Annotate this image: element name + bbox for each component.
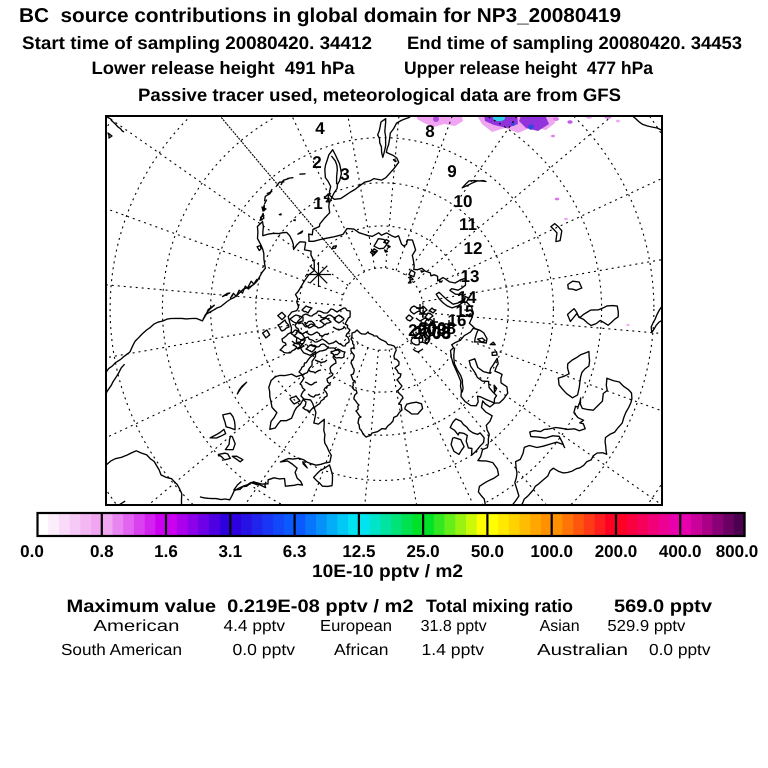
svg-text:American: American	[93, 618, 179, 635]
svg-text:4: 4	[315, 119, 325, 138]
svg-text:2: 2	[312, 153, 321, 172]
svg-text:0.0: 0.0	[20, 542, 44, 561]
svg-text:15: 15	[456, 302, 475, 321]
svg-text:Total mixing ratio: Total mixing ratio	[426, 596, 573, 616]
svg-text:50.0: 50.0	[471, 542, 504, 561]
svg-text:8: 8	[425, 122, 434, 141]
svg-text:569.0 pptv: 569.0 pptv	[614, 596, 712, 616]
svg-text:13: 13	[461, 267, 480, 286]
svg-text:2008: 2008	[413, 324, 451, 343]
svg-text:Asian: Asian	[540, 618, 580, 635]
svg-text:11: 11	[459, 215, 477, 234]
svg-text:25.0: 25.0	[407, 542, 440, 561]
svg-text:0.8: 0.8	[90, 542, 114, 561]
svg-text:08: 08	[418, 334, 430, 346]
svg-text:0.0 pptv: 0.0 pptv	[649, 642, 711, 659]
svg-text:14: 14	[458, 288, 477, 307]
svg-text:Maximum value 0.219E-08 pptv: Maximum value 0.219E-08 pptv / m2	[67, 596, 414, 616]
svg-text:10E-10 pptv / m2: 10E-10 pptv / m2	[312, 561, 463, 581]
svg-text:31.8 pptv: 31.8 pptv	[421, 618, 487, 635]
svg-text:12: 12	[464, 239, 483, 258]
svg-text:African: African	[334, 642, 389, 659]
svg-text:200.0: 200.0	[595, 542, 638, 561]
svg-text:3.1: 3.1	[218, 542, 242, 561]
svg-text:9: 9	[447, 162, 456, 181]
svg-text:800.0: 800.0	[716, 542, 759, 561]
svg-text:BC source contributions in gl: BC source contributions in global domain…	[19, 5, 621, 27]
svg-text:2008: 2008	[418, 319, 456, 338]
svg-text:100.0: 100.0	[530, 542, 573, 561]
svg-text:European: European	[320, 618, 392, 635]
svg-text:3: 3	[340, 165, 349, 184]
svg-text:400.0: 400.0	[659, 542, 702, 561]
svg-text:Passive tracer used, meteorolo: Passive tracer used, meteorological data…	[138, 85, 621, 105]
svg-text:08: 08	[432, 323, 451, 342]
svg-text:12.5: 12.5	[342, 542, 375, 561]
svg-text:End time of sampling 20080420.: End time of sampling 20080420. 34453	[407, 33, 742, 53]
svg-text:Australian: Australian	[537, 642, 628, 659]
svg-text:16: 16	[448, 311, 467, 330]
svg-text:0.0 pptv: 0.0 pptv	[233, 642, 296, 659]
svg-text:4.4 pptv: 4.4 pptv	[224, 618, 286, 635]
svg-text:1.4 pptv: 1.4 pptv	[422, 642, 485, 659]
svg-text:1: 1	[313, 194, 322, 213]
svg-text:2008: 2008	[408, 321, 446, 340]
svg-text:1.6: 1.6	[154, 542, 178, 561]
svg-text:529.9 pptv: 529.9 pptv	[607, 618, 685, 635]
svg-text:Upper release height 477 hPa: Upper release height 477 hPa	[404, 58, 654, 78]
svg-text:10: 10	[454, 192, 473, 211]
svg-text:6.3: 6.3	[283, 542, 307, 561]
svg-text:South American: South American	[61, 642, 182, 659]
svg-text:Lower release height 491 hPa: Lower release height 491 hPa	[92, 58, 356, 78]
svg-text:Start time of sampling 2008042: Start time of sampling 20080420. 34412	[22, 33, 372, 53]
